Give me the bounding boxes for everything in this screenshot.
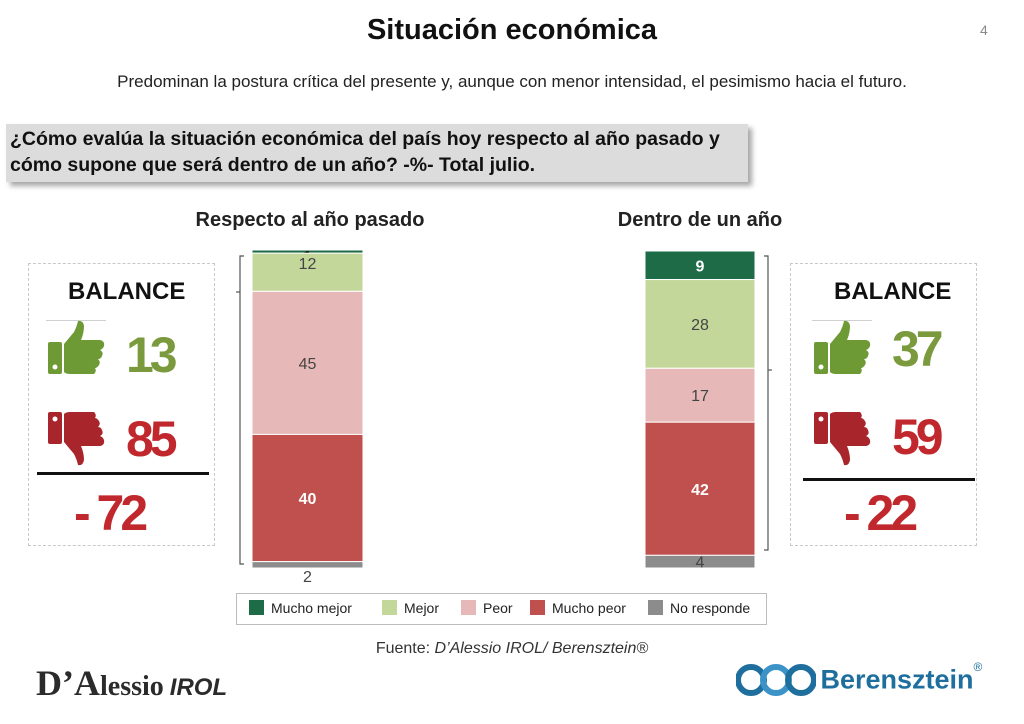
bar-segment-mucho-peor bbox=[644, 421, 756, 556]
page-subtitle: Predominan la postura crítica del presen… bbox=[117, 72, 907, 91]
balance-result-right: - 22 bbox=[844, 485, 918, 541]
balance-positive-right: 37 bbox=[892, 321, 944, 377]
bar-segment-peor bbox=[644, 367, 756, 423]
thumbs-up-icon bbox=[46, 320, 106, 374]
berensztein-logo-icon bbox=[735, 664, 817, 696]
page-number: 4 bbox=[980, 22, 988, 38]
legend-label: Mucho mejor bbox=[271, 600, 352, 616]
bar-segment-peor bbox=[251, 290, 364, 435]
bar-segment-no-responde bbox=[644, 554, 756, 569]
balance-result-left: - 72 bbox=[74, 485, 148, 541]
logo-d: D’ bbox=[36, 663, 74, 703]
bar-segment-mucho-peor bbox=[251, 433, 364, 563]
chart-legend: Mucho mejor Mejor Peor Mucho peor No res… bbox=[236, 593, 767, 625]
data-label-mucho-peor: 40 bbox=[299, 491, 317, 508]
logo-berensztein-reg: ® bbox=[973, 660, 983, 674]
logo-irol: IROL bbox=[169, 674, 228, 701]
bracket-right bbox=[764, 255, 769, 551]
balance-positive-left: 13 bbox=[126, 327, 178, 383]
source-prefix: Fuente: bbox=[375, 640, 435, 657]
balance-box-right bbox=[790, 263, 977, 546]
balance-label-left: BALANCE bbox=[68, 278, 186, 305]
logo-berensztein-word: Berensztein bbox=[820, 664, 974, 695]
thumbs-down-icon bbox=[48, 412, 105, 466]
thumbs-down-icon bbox=[814, 412, 871, 466]
data-label-no-responde: 4 bbox=[696, 555, 705, 572]
legend-label: No responde bbox=[670, 600, 751, 616]
chart-title-right: Dentro de un año bbox=[617, 209, 783, 231]
bar-segment-mejor bbox=[251, 252, 364, 292]
logo-a: A bbox=[74, 663, 100, 703]
bar-segment-mejor bbox=[644, 279, 756, 369]
balance-rule-left bbox=[37, 472, 209, 475]
balance-negative-right: 59 bbox=[892, 409, 944, 465]
bracket-left bbox=[239, 255, 244, 565]
data-label-peor: 17 bbox=[691, 388, 709, 405]
logo-lessio: lessio bbox=[100, 671, 164, 702]
legend-item-mejor: Mejor bbox=[382, 600, 439, 616]
legend-label: Peor bbox=[483, 600, 513, 616]
data-label-mucho-peor: 42 bbox=[691, 482, 709, 499]
legend-swatch bbox=[648, 600, 663, 615]
legend-item-peor: Peor bbox=[461, 600, 513, 616]
berensztein-logo: Berensztein® bbox=[735, 660, 983, 700]
legend-item-no-responde: No responde bbox=[648, 600, 750, 616]
data-label-mejor: 28 bbox=[691, 317, 709, 334]
data-label-no-responde: 2 bbox=[303, 569, 312, 586]
thumbs-up-icon bbox=[812, 320, 872, 374]
source-note: Fuente: D’Alessio IROL/ Berensztein® bbox=[0, 640, 1024, 658]
legend-swatch bbox=[461, 600, 476, 615]
legend-item-mucho-mejor: Mucho mejor bbox=[249, 600, 352, 616]
legend-label: Mucho peor bbox=[552, 600, 626, 616]
balance-label-right: BALANCE bbox=[834, 278, 952, 305]
dalessio-logo: D’Alessio IROL bbox=[36, 662, 227, 704]
question-box: ¿Cómo evalúa la situación económica del … bbox=[6, 124, 748, 182]
legend-item-mucho-peor: Mucho peor bbox=[530, 600, 626, 616]
page-title: Situación económica bbox=[366, 14, 658, 46]
legend-swatch bbox=[249, 600, 264, 615]
bar-segment-no-responde bbox=[251, 561, 364, 569]
balance-box-left bbox=[28, 263, 215, 546]
data-label-mucho-mejor: 9 bbox=[696, 258, 705, 275]
legend-swatch bbox=[530, 600, 545, 615]
balance-negative-left: 85 bbox=[126, 411, 178, 467]
legend-label: Mejor bbox=[404, 600, 440, 616]
balance-rule-right bbox=[803, 478, 975, 481]
data-label-peor: 45 bbox=[299, 356, 317, 373]
data-label-mejor: 12 bbox=[299, 256, 317, 273]
source-text: D’Alessio IROL/ Berensztein® bbox=[434, 640, 649, 657]
legend-swatch bbox=[382, 600, 397, 615]
chart-title-left: Respecto al año pasado bbox=[195, 209, 425, 231]
